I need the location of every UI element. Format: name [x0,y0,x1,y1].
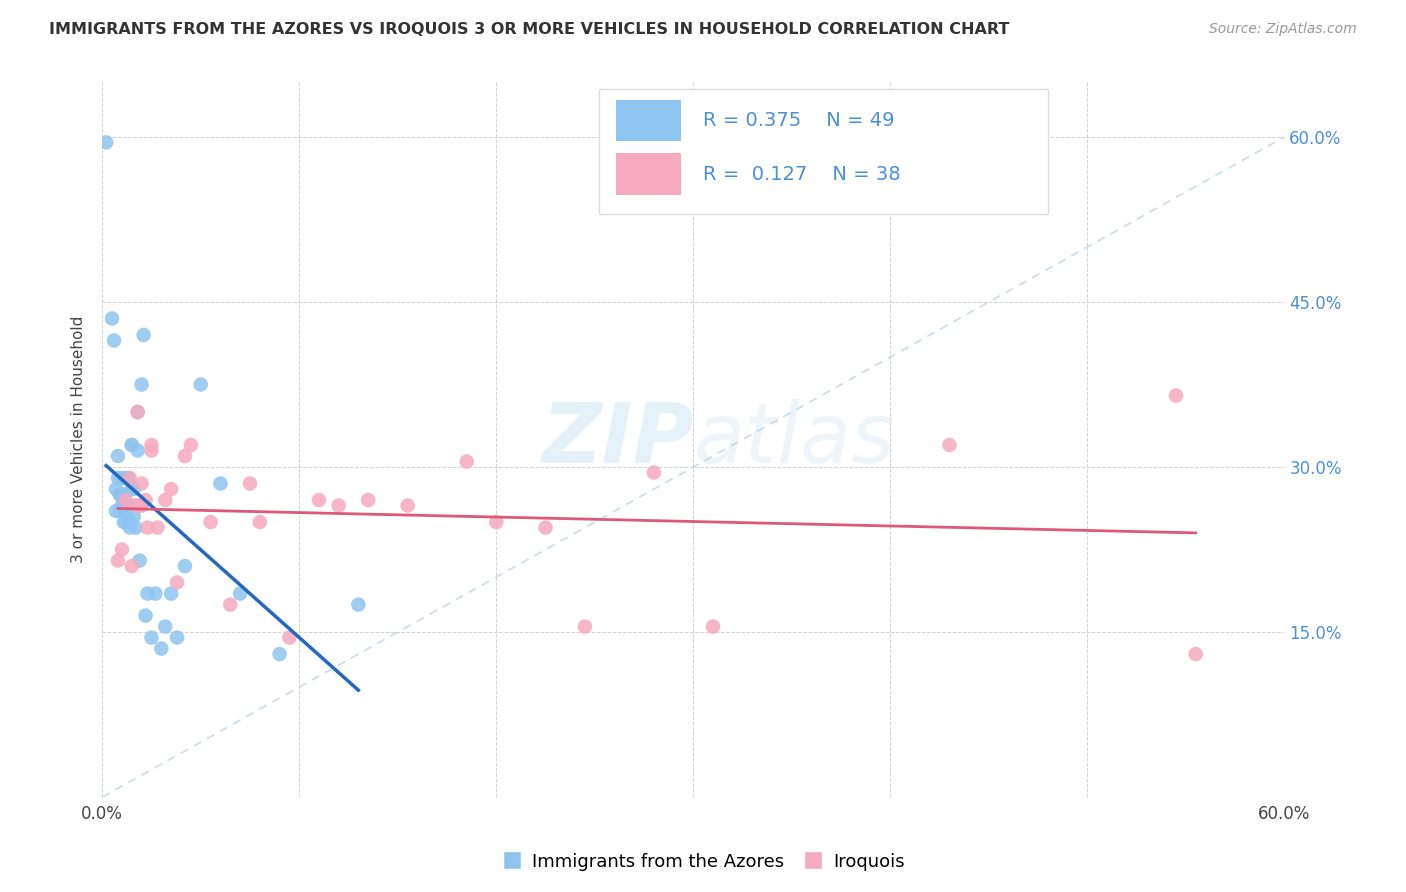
Point [200,515,222,529]
Point [155,493,177,508]
Point [166,631,188,645]
Point [108,504,131,518]
Point [94,136,117,150]
Point [118,520,141,534]
Point [115,515,138,529]
Text: ZIP: ZIP [541,399,693,480]
Point [118,515,141,529]
FancyBboxPatch shape [599,89,1047,214]
Point [108,487,131,501]
Point [141,438,163,452]
Point [308,493,330,508]
Text: IMMIGRANTS FROM THE AZORES VS IROQUOIS 3 OR MORE VEHICLES IN HOUSEHOLD CORRELATI: IMMIGRANTS FROM THE AZORES VS IROQUOIS 3… [49,22,1010,37]
Point [456,454,478,468]
Point [107,471,129,485]
Point [146,520,169,534]
Point [131,499,153,513]
Point [278,631,301,645]
Point [229,586,252,600]
Point [136,586,159,600]
Point [125,520,148,534]
Point [269,647,291,661]
Point [643,466,665,480]
Point [128,499,150,513]
Point [112,487,135,501]
Point [128,553,150,567]
Text: Source: ZipAtlas.com: Source: ZipAtlas.com [1209,22,1357,37]
Point [209,476,232,491]
Point [127,443,149,458]
Y-axis label: 3 or more Vehicles in Household: 3 or more Vehicles in Household [72,316,86,563]
Point [117,499,139,513]
Point [174,559,197,574]
Point [101,311,124,326]
Text: R =  0.127    N = 38: R = 0.127 N = 38 [703,165,900,184]
Point [190,377,212,392]
Point [125,499,148,513]
Point [122,482,145,496]
Point [141,631,163,645]
Point [219,598,242,612]
Point [121,438,143,452]
Legend: Immigrants from the Azores, Iroquois: Immigrants from the Azores, Iroquois [494,845,912,879]
Point [180,438,202,452]
Text: atlas: atlas [693,399,896,480]
Point [115,493,138,508]
Point [485,515,508,529]
Point [117,499,139,513]
Point [141,443,163,458]
Text: R = 0.375    N = 49: R = 0.375 N = 49 [703,111,894,130]
Point [127,405,149,419]
Point [103,334,125,348]
Point [121,438,143,452]
Point [122,509,145,524]
Point [1184,647,1206,661]
Point [145,586,167,600]
Point [249,515,271,529]
Point [396,499,419,513]
Point [105,482,128,496]
Point [115,504,138,518]
Point [107,449,129,463]
Point [135,493,157,508]
Point [107,553,129,567]
Point [160,586,183,600]
Point [166,575,188,590]
Point [121,559,143,574]
Point [131,476,153,491]
Point [105,504,128,518]
Point [702,619,724,633]
Point [347,598,370,612]
Point [938,438,960,452]
FancyBboxPatch shape [616,153,682,195]
Point [174,449,197,463]
Point [155,619,177,633]
Point [115,471,138,485]
FancyBboxPatch shape [616,100,682,141]
Point [160,482,183,496]
Point [135,608,157,623]
Point [118,471,141,485]
Point [239,476,262,491]
Point [121,482,143,496]
Point [125,499,148,513]
Point [534,520,557,534]
Point [132,328,155,343]
Point [150,641,173,656]
Point [357,493,380,508]
Point [127,405,149,419]
Point [131,377,153,392]
Point [111,471,134,485]
Point [112,499,135,513]
Point [112,515,135,529]
Point [111,542,134,557]
Point [328,499,350,513]
Point [1164,388,1187,402]
Point [111,499,134,513]
Point [108,487,131,501]
Point [574,619,596,633]
Point [117,471,139,485]
Point [136,520,159,534]
